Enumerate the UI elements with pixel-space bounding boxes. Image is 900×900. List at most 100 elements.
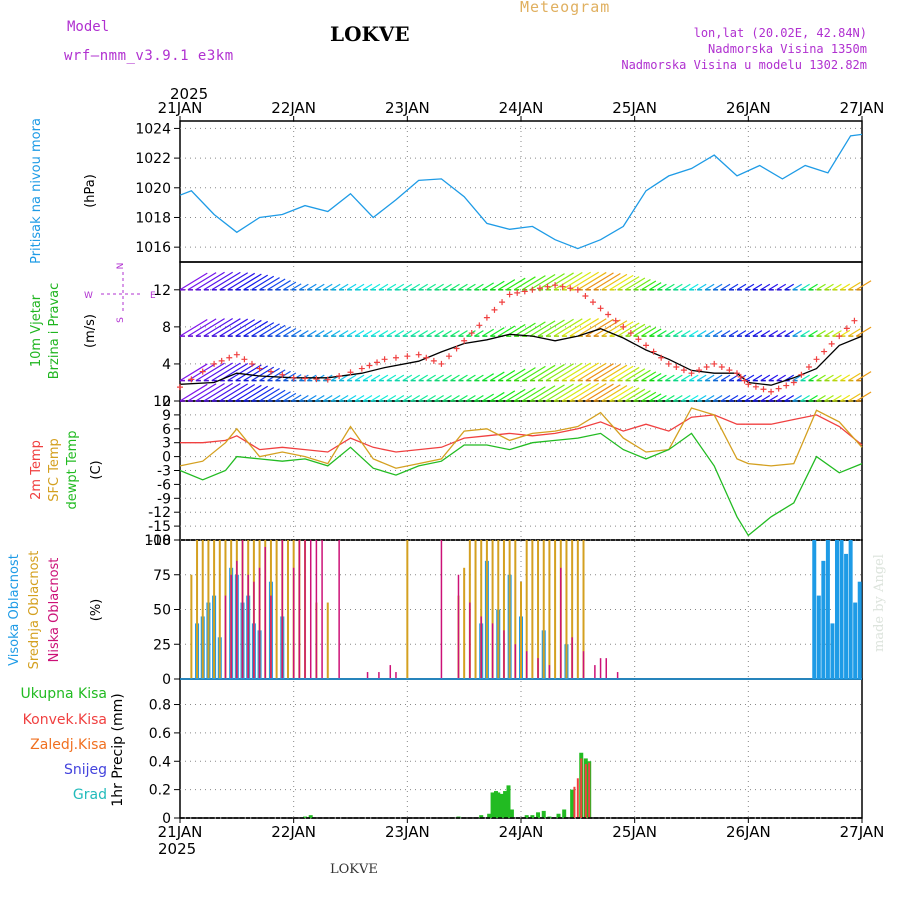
elevation-label: Nadmorska Visina 1350m — [708, 42, 867, 56]
wind-barb — [291, 283, 302, 291]
wind-barb — [553, 318, 583, 337]
wind-barb — [251, 366, 275, 382]
wind-barb — [649, 393, 662, 402]
cloud-bar — [264, 546, 266, 679]
wind-barb — [601, 320, 628, 337]
x-label-top: 24JAN — [499, 99, 544, 117]
cloud-bar — [542, 540, 545, 679]
wind-barb — [848, 393, 861, 402]
cloud-bar — [525, 651, 528, 679]
wind-gust-marker — [813, 356, 820, 363]
wind-barb — [840, 329, 851, 337]
wind-barb — [418, 394, 429, 402]
x-label-bottom: 22JAN — [271, 823, 316, 841]
wind-barb — [513, 367, 536, 382]
ytick-label-pressure: 1016 — [135, 240, 171, 256]
wind-barb — [665, 394, 675, 402]
wind-barb — [195, 362, 225, 382]
cloud-bar — [304, 540, 306, 679]
wind-barb — [267, 278, 286, 291]
wind-barb — [458, 330, 468, 337]
wind-barb — [354, 283, 365, 291]
precip-bar — [536, 812, 541, 818]
wind-barb — [458, 394, 468, 402]
wind-barb — [752, 283, 763, 291]
wind-barb — [561, 362, 591, 382]
precip-legend-1: Konvek.Kisa — [23, 712, 107, 728]
cloud-bar — [270, 595, 272, 679]
wind-barb — [482, 393, 494, 402]
wind-barb — [322, 330, 333, 337]
wind-barb — [219, 383, 249, 402]
temp-unit: (C) — [89, 460, 104, 479]
wind-barb — [808, 283, 818, 291]
wind-gust-marker — [635, 336, 642, 343]
wind-gust-marker — [673, 364, 680, 371]
dir-legend-e: E — [150, 291, 156, 301]
wind-barb — [792, 394, 802, 402]
wind-barb — [641, 371, 657, 382]
wind-barb — [736, 374, 747, 382]
ytick-label-cloud: 75 — [153, 568, 171, 584]
cloud-bar — [491, 540, 494, 679]
wind-barb — [434, 374, 444, 382]
wind-barb — [482, 373, 494, 382]
precip-bar — [556, 813, 561, 818]
wind-barb — [203, 271, 233, 291]
wind-barb — [633, 369, 651, 382]
wind-gust-marker — [605, 311, 612, 318]
wind-barb — [569, 382, 599, 402]
precip-legend-4: Grad — [73, 787, 107, 803]
wind-barb — [418, 330, 429, 337]
ytick-label-temperature: -15 — [148, 519, 171, 535]
wind-barb — [577, 383, 607, 402]
wind-barb — [856, 280, 872, 291]
wind-barb — [362, 374, 373, 382]
wind-barb — [577, 271, 607, 291]
wind-barb — [840, 283, 851, 291]
wind-barb — [537, 273, 565, 291]
wind-barb — [704, 283, 715, 291]
wind-gust-marker — [199, 368, 206, 375]
pressure-unit: (hPa) — [83, 174, 98, 208]
wind-barb — [370, 330, 381, 337]
wind-barb — [744, 394, 755, 402]
wind-barb — [720, 330, 731, 337]
wind-barb — [832, 374, 842, 382]
dir-legend-cross — [101, 272, 143, 314]
wind-barb — [704, 330, 715, 337]
precip-bar — [496, 792, 501, 818]
wind-barb — [187, 318, 217, 337]
ytick-label-precip: 0 — [162, 811, 171, 827]
wind-barb — [211, 362, 241, 382]
wind-gust-marker — [267, 368, 274, 375]
wind-gust-marker — [775, 385, 782, 392]
wind-gust-marker — [491, 306, 498, 313]
wind-barb — [235, 319, 262, 337]
wind-barb — [784, 330, 795, 337]
cloud-mid-title: Srednja Oblacnost — [27, 551, 42, 670]
wind-barb — [434, 330, 444, 337]
cloud-bar — [338, 540, 340, 679]
wind-barb — [497, 279, 516, 291]
wind-gust-marker — [233, 351, 240, 358]
ytick-label-pressure: 1020 — [135, 181, 171, 197]
wind-barb — [346, 374, 357, 382]
cloud-bar — [503, 630, 505, 679]
wind-barb — [306, 283, 317, 291]
wind-barb — [680, 374, 691, 382]
wind-barb — [410, 330, 421, 337]
precip-bar — [493, 791, 498, 818]
wind-barb — [545, 272, 574, 291]
wind-barb — [489, 280, 505, 291]
wind-gust-marker — [529, 286, 536, 293]
temp2m-title: 2m Temp — [29, 440, 44, 500]
wind-barb — [728, 394, 739, 402]
wind-barb — [617, 366, 640, 382]
wind-barb — [752, 394, 763, 402]
cloud-bar — [389, 665, 392, 679]
wind-barb — [299, 330, 309, 337]
wind-gust-marker — [446, 353, 453, 360]
wind-barb — [354, 330, 365, 337]
wind-barb — [593, 363, 621, 382]
